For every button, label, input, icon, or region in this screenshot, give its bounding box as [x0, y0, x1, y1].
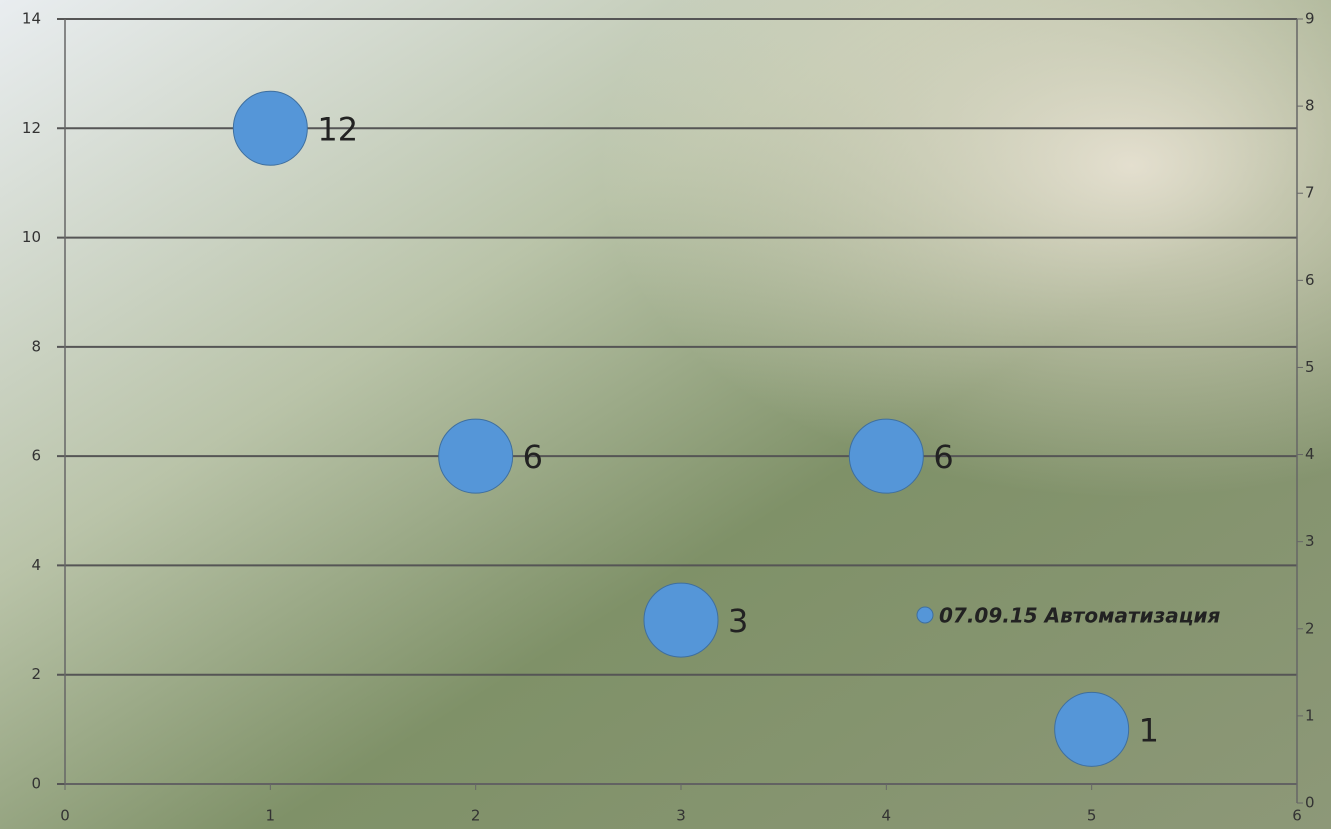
x-tick-label: 4: [882, 807, 892, 825]
y-tick-label: 4: [31, 556, 41, 574]
bubble: [848, 418, 924, 494]
legend-label: 07.09.15 Автоматизация: [939, 604, 1221, 628]
y2-tick-label: 0: [1305, 794, 1315, 812]
y2-tick-label: 4: [1305, 445, 1315, 463]
x-tick-label: 6: [1292, 807, 1302, 825]
bubble: [1054, 691, 1130, 767]
y2-tick-label: 2: [1305, 619, 1315, 637]
data-label: 1: [1139, 711, 1159, 749]
y-tick-label: 12: [22, 119, 41, 137]
x-tick-label: 3: [676, 807, 686, 825]
y-tick-label: 10: [22, 228, 41, 246]
y2-tick-label: 5: [1305, 358, 1315, 376]
bubble: [643, 582, 719, 658]
y2-tick-label: 6: [1305, 271, 1315, 289]
y2-tick-label: 3: [1305, 532, 1315, 550]
data-label: 6: [933, 438, 953, 476]
y2-tick-label: 8: [1305, 97, 1315, 115]
y-tick-label: 6: [31, 447, 41, 465]
y2-tick-label: 9: [1305, 10, 1315, 28]
x-tick-label: 2: [471, 807, 481, 825]
x-tick-label: 5: [1087, 807, 1097, 825]
y-tick-label: 2: [31, 665, 41, 683]
data-label: 3: [728, 602, 748, 640]
y-tick-label: 0: [31, 775, 41, 793]
x-tick-label: 1: [266, 807, 276, 825]
y-tick-label: 14: [22, 10, 41, 28]
x-tick-label: 0: [60, 807, 70, 825]
bubble: [232, 90, 308, 166]
y2-tick-label: 7: [1305, 184, 1315, 202]
data-label: 6: [523, 438, 543, 476]
y-tick-label: 8: [31, 337, 41, 355]
y2-tick-label: 1: [1305, 706, 1315, 724]
bubble: [438, 418, 514, 494]
data-label: 12: [317, 110, 358, 148]
legend-marker: [916, 606, 934, 624]
